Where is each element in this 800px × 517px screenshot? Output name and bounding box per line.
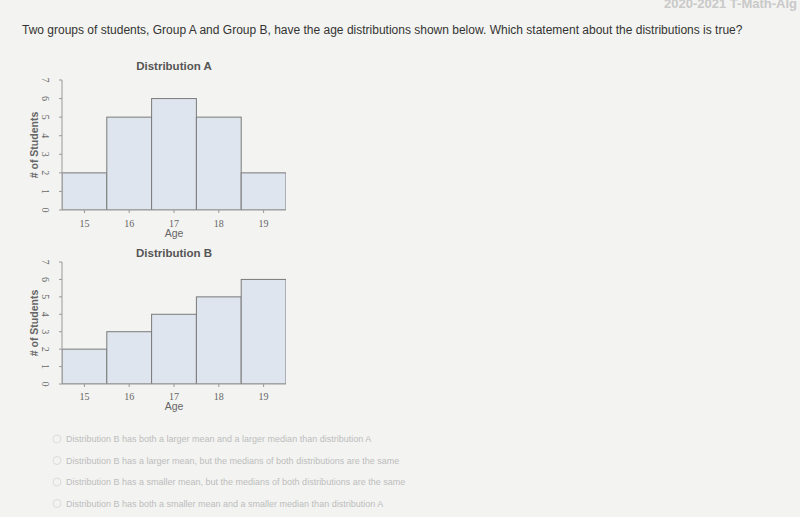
x-tick <box>263 210 264 213</box>
y-tick-label: 4 <box>40 133 51 138</box>
y-tick-label: 0 <box>40 208 51 213</box>
x-tick-label: 15 <box>79 218 89 229</box>
x-tick <box>84 384 85 387</box>
x-tick <box>174 384 175 387</box>
answer-option[interactable]: Distribution B has a smaller mean, but t… <box>66 477 405 487</box>
answer-option[interactable]: Distribution B has both a larger mean an… <box>66 434 371 444</box>
x-tick-label: 18 <box>214 218 224 229</box>
y-tick-label: 5 <box>40 294 51 299</box>
y-axis-label: # of Students <box>28 112 40 179</box>
page: 2020-2021 T-Math-Alg Two groups of studen… <box>0 0 800 517</box>
bar <box>241 173 286 210</box>
header: 2020-2021 T-Math-Alg <box>664 0 797 11</box>
answer-option[interactable]: Distribution B has both a smaller mean a… <box>66 499 383 509</box>
y-tick-label: 7 <box>40 260 51 265</box>
y-axis <box>62 262 63 384</box>
question: Two groups of students, Group A and Grou… <box>22 23 743 37</box>
y-tick-label: 7 <box>40 78 51 83</box>
bar <box>152 99 197 210</box>
chart-title: Distribution A <box>136 60 212 72</box>
x-tick <box>174 210 175 213</box>
bars <box>62 279 286 384</box>
x-tick <box>129 210 130 213</box>
histogram: Distribution A 0 1 2 3 4 5 6 7 # of Students 15 16 1… <box>28 60 286 239</box>
bar <box>107 332 152 384</box>
y-tick-label: 2 <box>40 170 51 175</box>
x-tick <box>218 384 219 387</box>
y-tick-label: 1 <box>40 189 51 194</box>
bar <box>152 314 197 384</box>
bar <box>241 279 286 384</box>
y-tick-label: 2 <box>40 347 51 352</box>
y-tick-label: 6 <box>40 277 51 282</box>
radio-button[interactable] <box>53 478 61 486</box>
radio-button[interactable] <box>53 500 61 508</box>
y-tick-label: 3 <box>40 152 51 157</box>
x-tick <box>218 210 219 213</box>
y-tick-label: 4 <box>40 312 51 317</box>
bar <box>62 173 107 210</box>
x-tick <box>84 210 85 213</box>
x-tick <box>263 384 264 387</box>
y-tick-label: 6 <box>40 96 51 101</box>
y-tick-label: 0 <box>40 382 51 387</box>
bar <box>196 117 241 210</box>
x-tick-label: 19 <box>259 391 269 402</box>
bar <box>196 297 241 384</box>
x-axis-label: Age <box>165 400 184 412</box>
x-tick-label: 18 <box>214 391 224 402</box>
x-tick-label: 16 <box>124 218 134 229</box>
histogram: Distribution B 0 1 2 3 4 5 6 7 # of Students 15 16 1… <box>28 247 286 412</box>
x-tick-label: 15 <box>79 391 89 402</box>
x-tick-label: 19 <box>259 218 269 229</box>
bar <box>107 117 152 210</box>
y-tick-label: 1 <box>40 364 51 369</box>
y-tick-label: 3 <box>40 329 51 334</box>
x-tick <box>129 384 130 387</box>
y-tick-label: 5 <box>40 115 51 120</box>
bar <box>62 349 107 384</box>
chart-title: Distribution B <box>136 247 212 259</box>
y-axis <box>62 80 63 210</box>
x-axis-label: Age <box>165 227 184 239</box>
answer-option[interactable]: Distribution B has a larger mean, but th… <box>66 456 399 466</box>
background <box>0 0 800 517</box>
x-tick-label: 16 <box>124 391 134 402</box>
radio-button[interactable] <box>53 435 61 443</box>
y-axis-label: # of Students <box>28 290 40 357</box>
radio-button[interactable] <box>53 457 61 465</box>
bars <box>62 99 286 210</box>
